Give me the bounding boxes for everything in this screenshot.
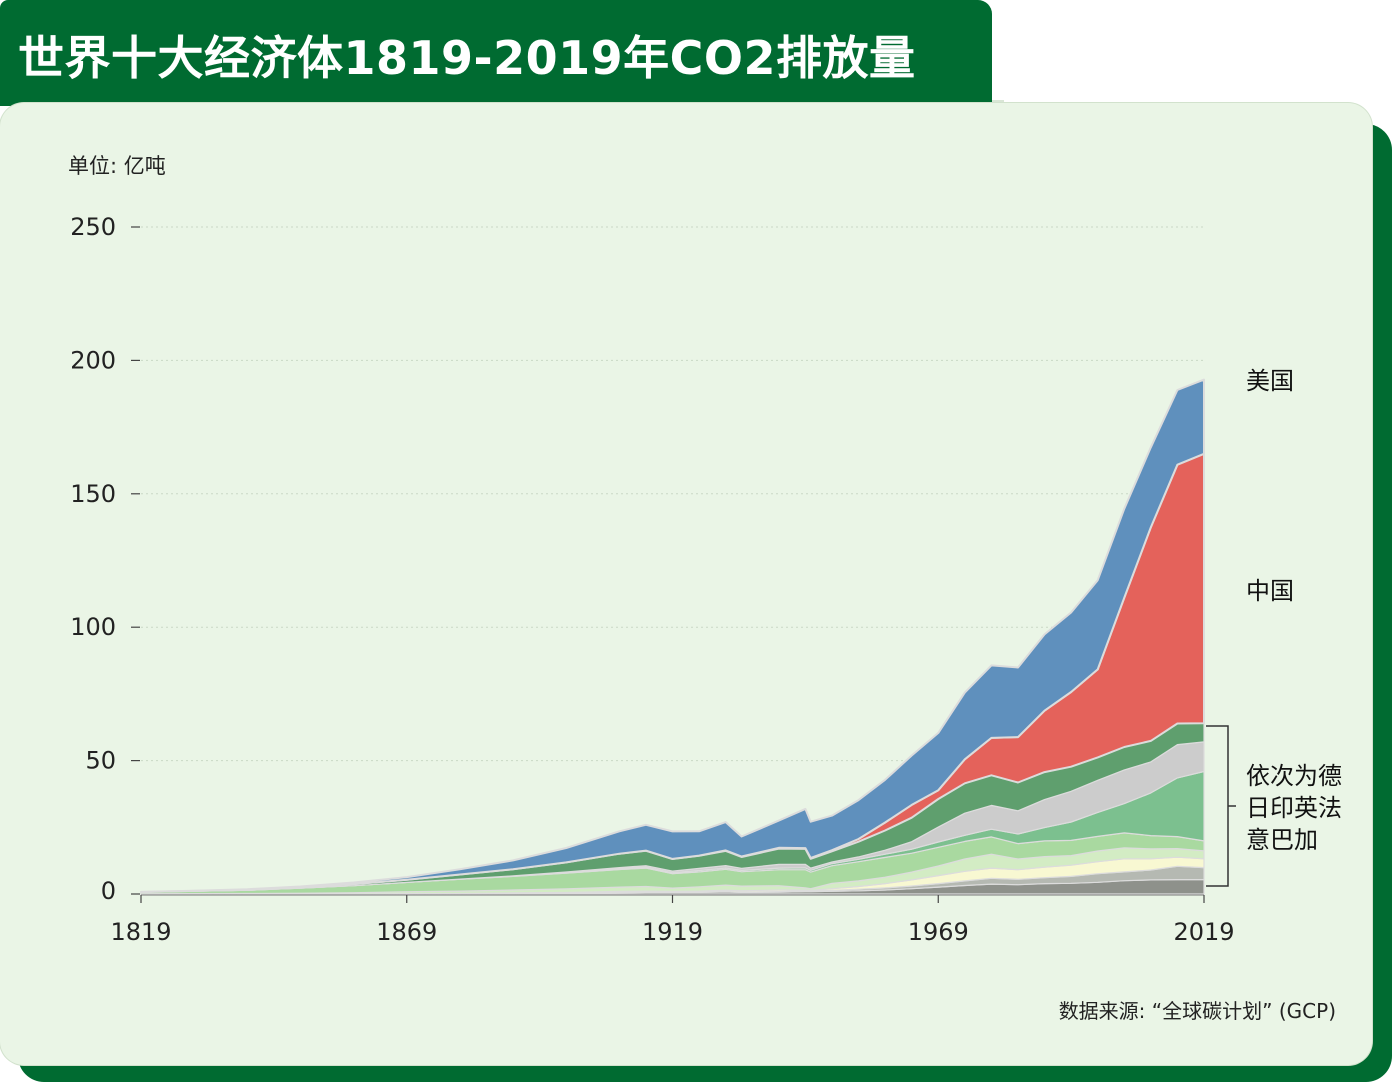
stacked-areas xyxy=(140,378,1205,895)
unit-label: 单位: 亿吨 xyxy=(68,154,166,178)
axes: 0 50 100 150 200 250 1819 1869 1919 1969 2019 xyxy=(70,213,1234,946)
page-title: 世界十大经济体1819-2019年CO2排放量 xyxy=(18,31,916,85)
grid-lines xyxy=(141,226,1204,762)
y-tick-label: 50 xyxy=(85,747,116,775)
series-label-china: 中国 xyxy=(1246,577,1294,605)
x-tick-label: 1869 xyxy=(376,918,437,946)
group-bracket xyxy=(1206,725,1236,887)
x-tick-label: 1919 xyxy=(642,918,703,946)
series-label-usa: 美国 xyxy=(1246,367,1294,395)
x-tick-label: 1969 xyxy=(908,918,969,946)
area-usa xyxy=(140,378,1205,893)
y-tick-label: 150 xyxy=(70,480,116,508)
x-tick-label: 1819 xyxy=(110,918,171,946)
y-tick-label: 250 xyxy=(70,213,116,241)
source-note: 数据来源: “全球碳计划” (GCP) xyxy=(1059,999,1336,1023)
x-tick-label: 2019 xyxy=(1173,918,1234,946)
group-label: 依次为德 日印英法 意巴加 xyxy=(1246,762,1350,854)
y-tick-label: 200 xyxy=(70,346,116,374)
y-tick-label: 0 xyxy=(101,877,116,905)
title-banner xyxy=(0,0,992,106)
y-tick-label: 100 xyxy=(70,613,116,641)
